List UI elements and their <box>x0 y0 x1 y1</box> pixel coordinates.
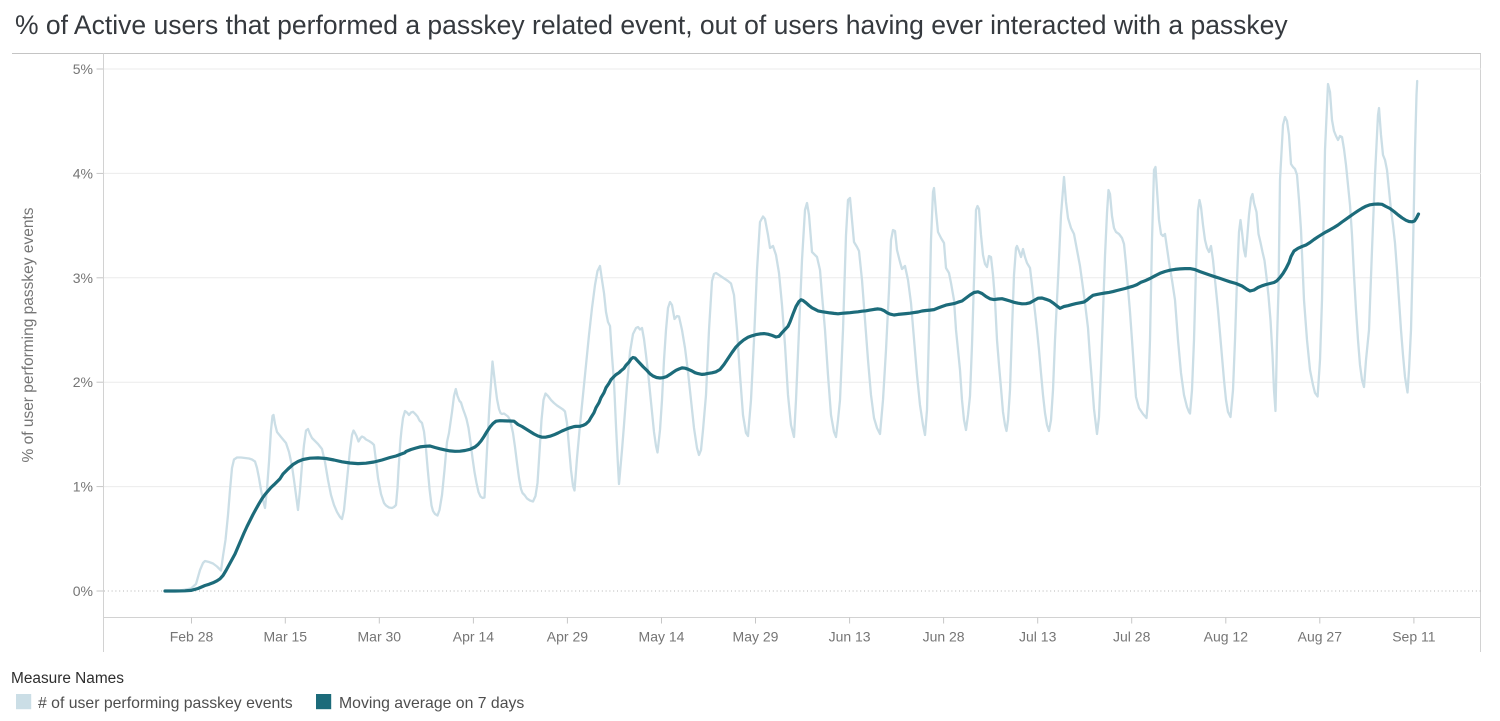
svg-text:% of user performing passkey e: % of user performing passkey events <box>20 207 37 462</box>
svg-text:Measure Names: Measure Names <box>11 670 124 687</box>
svg-text:May 14: May 14 <box>639 629 685 645</box>
svg-text:Apr 14: Apr 14 <box>453 629 494 645</box>
svg-text:Aug 27: Aug 27 <box>1298 629 1343 645</box>
svg-text:Feb 28: Feb 28 <box>170 629 214 645</box>
svg-text:4%: 4% <box>73 165 93 181</box>
svg-text:Jun 13: Jun 13 <box>829 629 871 645</box>
svg-text:Moving average on 7 days: Moving average on 7 days <box>339 695 524 712</box>
svg-text:Apr 29: Apr 29 <box>547 629 588 645</box>
svg-text:Mar 30: Mar 30 <box>358 629 402 645</box>
svg-text:Jul 28: Jul 28 <box>1113 629 1151 645</box>
svg-text:Aug 12: Aug 12 <box>1204 629 1249 645</box>
svg-text:2%: 2% <box>73 374 93 390</box>
svg-text:3%: 3% <box>73 270 93 286</box>
svg-text:Jun 28: Jun 28 <box>923 629 965 645</box>
svg-text:1%: 1% <box>73 479 93 495</box>
svg-text:Mar 15: Mar 15 <box>264 629 308 645</box>
svg-text:May 29: May 29 <box>733 629 779 645</box>
svg-text:5%: 5% <box>73 61 93 77</box>
svg-text:Sep 11: Sep 11 <box>1392 629 1436 645</box>
svg-text:% of Active users that perform: % of Active users that performed a passk… <box>15 10 1288 40</box>
svg-text:0%: 0% <box>73 583 93 599</box>
svg-text:# of user performing passkey e: # of user performing passkey events <box>38 695 293 712</box>
svg-text:Jul 13: Jul 13 <box>1019 629 1057 645</box>
